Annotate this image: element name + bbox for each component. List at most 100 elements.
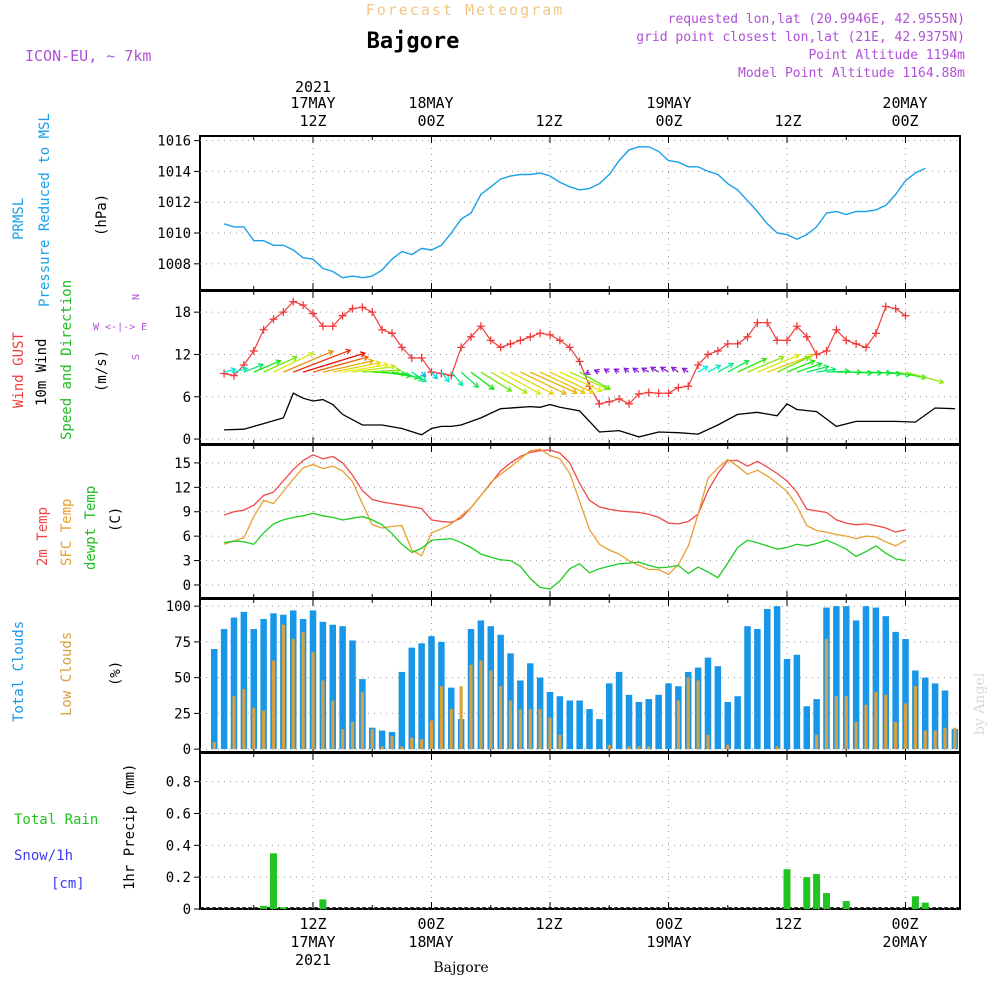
gust-marker — [723, 339, 732, 348]
y-tick-label: 0 — [183, 578, 191, 594]
total-cloud-bar — [428, 636, 435, 750]
low-cloud-bar — [291, 639, 295, 750]
wind-vector — [559, 371, 603, 393]
low-cloud-bar — [400, 746, 404, 750]
wind-vector — [322, 358, 375, 373]
p4-label-total: Total Clouds — [11, 621, 27, 722]
top-date-5: 20MAY — [882, 94, 927, 112]
p2-compass-s: S — [131, 354, 142, 360]
total-cloud-bar — [615, 671, 623, 750]
total-cloud-bar — [220, 629, 228, 750]
panel-4: 0 25 50 75 100 — [166, 598, 961, 758]
total-cloud-bar — [566, 700, 573, 750]
gust-marker — [496, 343, 505, 352]
gust-marker — [309, 309, 317, 318]
y-tick-label: 3 — [183, 554, 191, 570]
low-cloud-bar — [311, 651, 315, 750]
gust-marker — [407, 353, 416, 362]
wind-vector — [352, 363, 397, 373]
top-date-1: 18MAY — [408, 94, 453, 112]
low-cloud-bar — [844, 696, 848, 750]
gust-marker — [575, 357, 584, 366]
bottom-hour-2: 12Z — [535, 915, 562, 933]
gust-marker — [368, 308, 377, 317]
p3-label-dew: dewpt Temp — [83, 486, 99, 570]
total-cloud-bar — [398, 671, 406, 750]
y-tick-label: 6 — [183, 390, 191, 406]
wind-speed-line — [224, 392, 955, 438]
gust-marker — [526, 332, 535, 341]
wind-vector — [767, 353, 815, 373]
low-cloud-bar — [271, 660, 276, 750]
panel-3: 0 3 6 9 12 15 — [174, 444, 961, 599]
wind-vector — [293, 348, 352, 373]
gust-marker — [289, 297, 298, 306]
bottom-hour-0: 12Z — [299, 915, 326, 933]
bottom-time-axis: 12Z 17MAY 2021 00Z 18MAY 12Z 00Z 19MAY 1… — [290, 915, 927, 969]
y-tick-label: 12 — [174, 480, 191, 496]
gust-marker — [644, 388, 653, 397]
gridpoint-coords: grid point closest lon,lat (21E, 42.9375… — [636, 30, 965, 45]
low-cloud-bar — [686, 677, 690, 750]
low-cloud-bar — [923, 730, 927, 750]
total-cloud-bar — [724, 701, 731, 750]
gust-marker — [437, 369, 446, 378]
wind-vector — [520, 371, 568, 396]
gust-marker — [802, 332, 811, 341]
total-cloud-bar — [941, 690, 949, 750]
requested-coords: requested lon,lat (20.9946E, 42.9555N) — [668, 12, 965, 27]
panel-frame — [199, 135, 961, 291]
gust-marker — [279, 308, 288, 317]
model-altitude: Model Point Altitude 1164.88m — [738, 66, 965, 81]
total-cloud-bar — [556, 696, 564, 750]
y-tick-label: 0 — [183, 902, 191, 918]
low-cloud-bar — [489, 670, 493, 750]
wind-vector — [659, 366, 669, 373]
total-cloud-bar — [635, 701, 643, 750]
y-tick-label: 15 — [174, 456, 191, 472]
low-cloud-bar — [262, 710, 266, 750]
gust-marker — [704, 350, 712, 359]
gust-marker — [871, 329, 880, 338]
gust-marker — [595, 399, 604, 408]
wind-vector — [223, 367, 237, 374]
total-cloud-bar — [843, 606, 850, 750]
low-cloud-bar — [933, 730, 937, 750]
total-cloud-bar — [625, 694, 633, 750]
wind-vector — [641, 367, 650, 373]
y-tick-label: 50 — [174, 671, 191, 687]
low-cloud-bar — [321, 680, 325, 750]
wind-vector — [440, 371, 450, 383]
gust-marker — [753, 318, 762, 327]
p2-compass-n: N — [131, 294, 142, 300]
low-cloud-bar — [775, 746, 779, 750]
total-cloud-bar — [576, 700, 583, 750]
low-cloud-bar — [360, 691, 364, 750]
total-cloud-bar — [596, 719, 603, 750]
wind-vector — [786, 359, 816, 373]
total-cloud-bar — [803, 706, 810, 750]
gust-marker — [536, 329, 545, 338]
p1-label-prmsl: PRMSL — [11, 198, 27, 240]
low-cloud-bar — [854, 721, 858, 750]
total-cloud-bar — [882, 616, 889, 750]
top-hour-2: 12Z — [535, 112, 562, 130]
bottom-hour-1: 00Z — [417, 915, 444, 933]
gust-marker — [378, 325, 387, 334]
gust-marker — [733, 339, 742, 348]
bottom-hour-3: 00Z — [655, 915, 682, 933]
low-cloud-bar — [706, 734, 710, 750]
gust-marker — [901, 311, 910, 320]
low-cloud-bar — [449, 709, 453, 750]
wind-vector — [302, 351, 367, 373]
gust-marker — [852, 339, 861, 348]
sfc-temp-line — [223, 448, 906, 576]
low-cloud-bar — [380, 746, 384, 750]
low-cloud-bar — [874, 691, 878, 750]
wind-vector — [431, 371, 439, 380]
low-cloud-bar — [913, 686, 917, 750]
low-cloud-bar — [943, 727, 947, 750]
gust-marker — [516, 336, 525, 345]
wind-vector — [549, 371, 595, 395]
low-cloud-bar — [499, 686, 503, 750]
